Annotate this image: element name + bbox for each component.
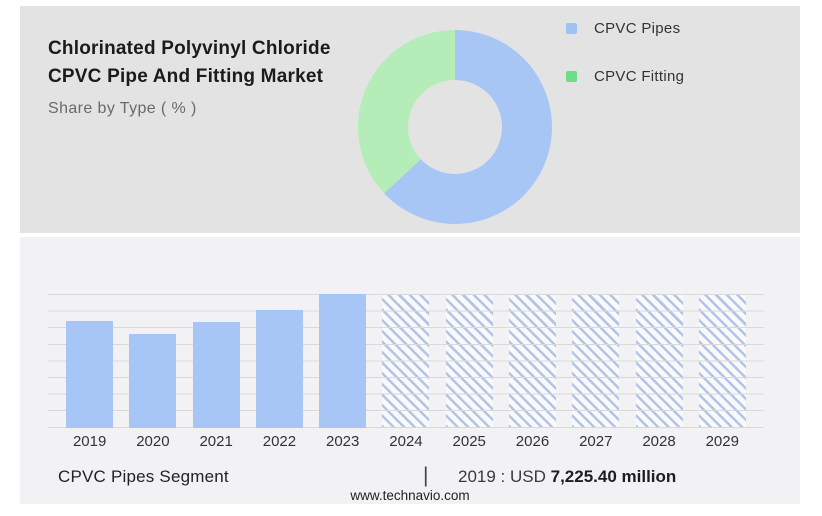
x-axis-label: 2023	[326, 433, 360, 450]
chart-legend: CPVC Pipes CPVC Fitting	[566, 18, 684, 114]
website-url: www.technavio.com	[350, 488, 470, 503]
page-title: Chlorinated Polyvinyl Chloride CPVC Pipe…	[48, 35, 331, 91]
history-bar	[192, 322, 240, 428]
legend-label: CPVC Fitting	[594, 67, 685, 85]
x-axis-label: 2026	[515, 433, 550, 450]
x-labels: 2019 2020 2021 2022 2023 2024 2025 2026 2027 2028…	[48, 433, 764, 450]
bar-slot	[627, 294, 690, 428]
bar-chart-plot	[48, 294, 764, 428]
bar-slot	[185, 294, 248, 428]
bars	[48, 294, 764, 428]
x-axis-label: 2028	[642, 433, 676, 450]
x-axis-label: 2025	[452, 433, 486, 450]
x-axis-label: 2029	[705, 433, 739, 450]
bar-slot	[121, 294, 184, 428]
segment-value: 2019 : USD 7,225.40 million	[458, 467, 676, 487]
bar-slot	[691, 294, 754, 428]
bar-section: 2019 2020 2021 2022 2023 2024 2025 2026 2027 2028…	[20, 237, 800, 504]
forecast-bar	[572, 295, 620, 428]
forecast-bar	[382, 295, 430, 428]
donut-chart	[358, 30, 552, 224]
caption-divider: |	[423, 464, 429, 487]
title-line-1: Chlorinated Polyvinyl Chloride	[48, 38, 331, 59]
title-line-2: CPVC Pipe And Fitting Market	[48, 66, 324, 87]
header-block: Chlorinated Polyvinyl Chloride CPVC Pipe…	[48, 35, 331, 118]
history-bar	[129, 334, 177, 428]
bar-slot	[438, 294, 501, 428]
caption-row: CPVC Pipes Segment | 2019 : USD 7,225.40…	[20, 464, 800, 488]
forecast-bar	[635, 295, 683, 428]
bar-slot	[374, 294, 437, 428]
bar-slot	[311, 294, 374, 428]
history-bar	[319, 294, 367, 428]
bar-slot	[248, 294, 311, 428]
page-subtitle: Share by Type ( % )	[48, 100, 197, 117]
forecast-bar	[445, 295, 493, 428]
x-axis-label: 2021	[199, 433, 233, 450]
legend-label: CPVC Pipes	[594, 19, 681, 37]
x-axis-label: 2024	[389, 433, 423, 450]
donut-hole	[408, 80, 502, 174]
x-axis-label: 2019	[72, 433, 107, 450]
segment-label: CPVC Pipes Segment	[58, 467, 229, 486]
forecast-bar	[508, 295, 556, 428]
donut-section: Chlorinated Polyvinyl Chloride CPVC Pipe…	[20, 6, 800, 233]
legend-swatch	[566, 22, 577, 34]
bar-slot	[564, 294, 627, 428]
legend-item-cpvc-pipes: CPVC Pipes	[566, 18, 684, 38]
legend-swatch	[566, 70, 577, 82]
segment-value-prefix: 2019 : USD	[458, 467, 551, 486]
bar-slot	[501, 294, 564, 428]
legend-item-cpvc-fitting: CPVC Fitting	[566, 66, 684, 86]
history-bar	[66, 320, 114, 428]
segment-value-amount: 7,225.40 million	[550, 467, 677, 486]
x-axis-label: 2020	[136, 433, 170, 450]
x-axis-label: 2022	[262, 433, 297, 450]
history-bar	[255, 310, 303, 428]
forecast-bar	[698, 295, 746, 428]
x-axis-label: 2027	[579, 433, 613, 450]
bar-slot	[58, 294, 121, 428]
